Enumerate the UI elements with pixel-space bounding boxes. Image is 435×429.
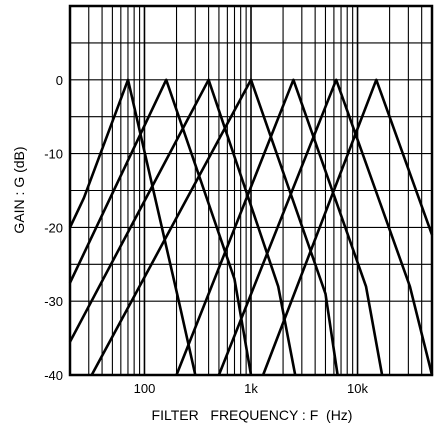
y-tick-label: 0 — [56, 73, 63, 88]
series-line-3 — [68, 78, 297, 376]
x-tick-labels: 100 1k 10k — [134, 381, 369, 396]
series-line-2 — [68, 78, 253, 376]
x-tick-label: 1k — [244, 381, 258, 396]
y-tick-label: -40 — [44, 368, 63, 383]
grid — [70, 6, 432, 375]
y-tick-label: -20 — [44, 220, 63, 235]
plot-frame — [68, 4, 434, 377]
y-tick-label: -30 — [44, 294, 63, 309]
y-axis-label: GAIN : G (dB) — [11, 146, 27, 233]
y-tick-label: -10 — [44, 147, 63, 162]
series-group — [68, 78, 434, 376]
series-line-7 — [261, 78, 434, 376]
series-line-6 — [217, 78, 434, 376]
series-line-5 — [175, 78, 384, 376]
y-tick-labels: 0 -10 -20 -30 -40 — [44, 73, 63, 383]
x-axis-label: FILTER FREQUENCY : F (Hz) — [152, 407, 353, 423]
series-line-1 — [68, 78, 197, 376]
series-line-4 — [90, 78, 339, 376]
x-tick-label: 10k — [347, 381, 368, 396]
x-tick-label: 100 — [134, 381, 156, 396]
